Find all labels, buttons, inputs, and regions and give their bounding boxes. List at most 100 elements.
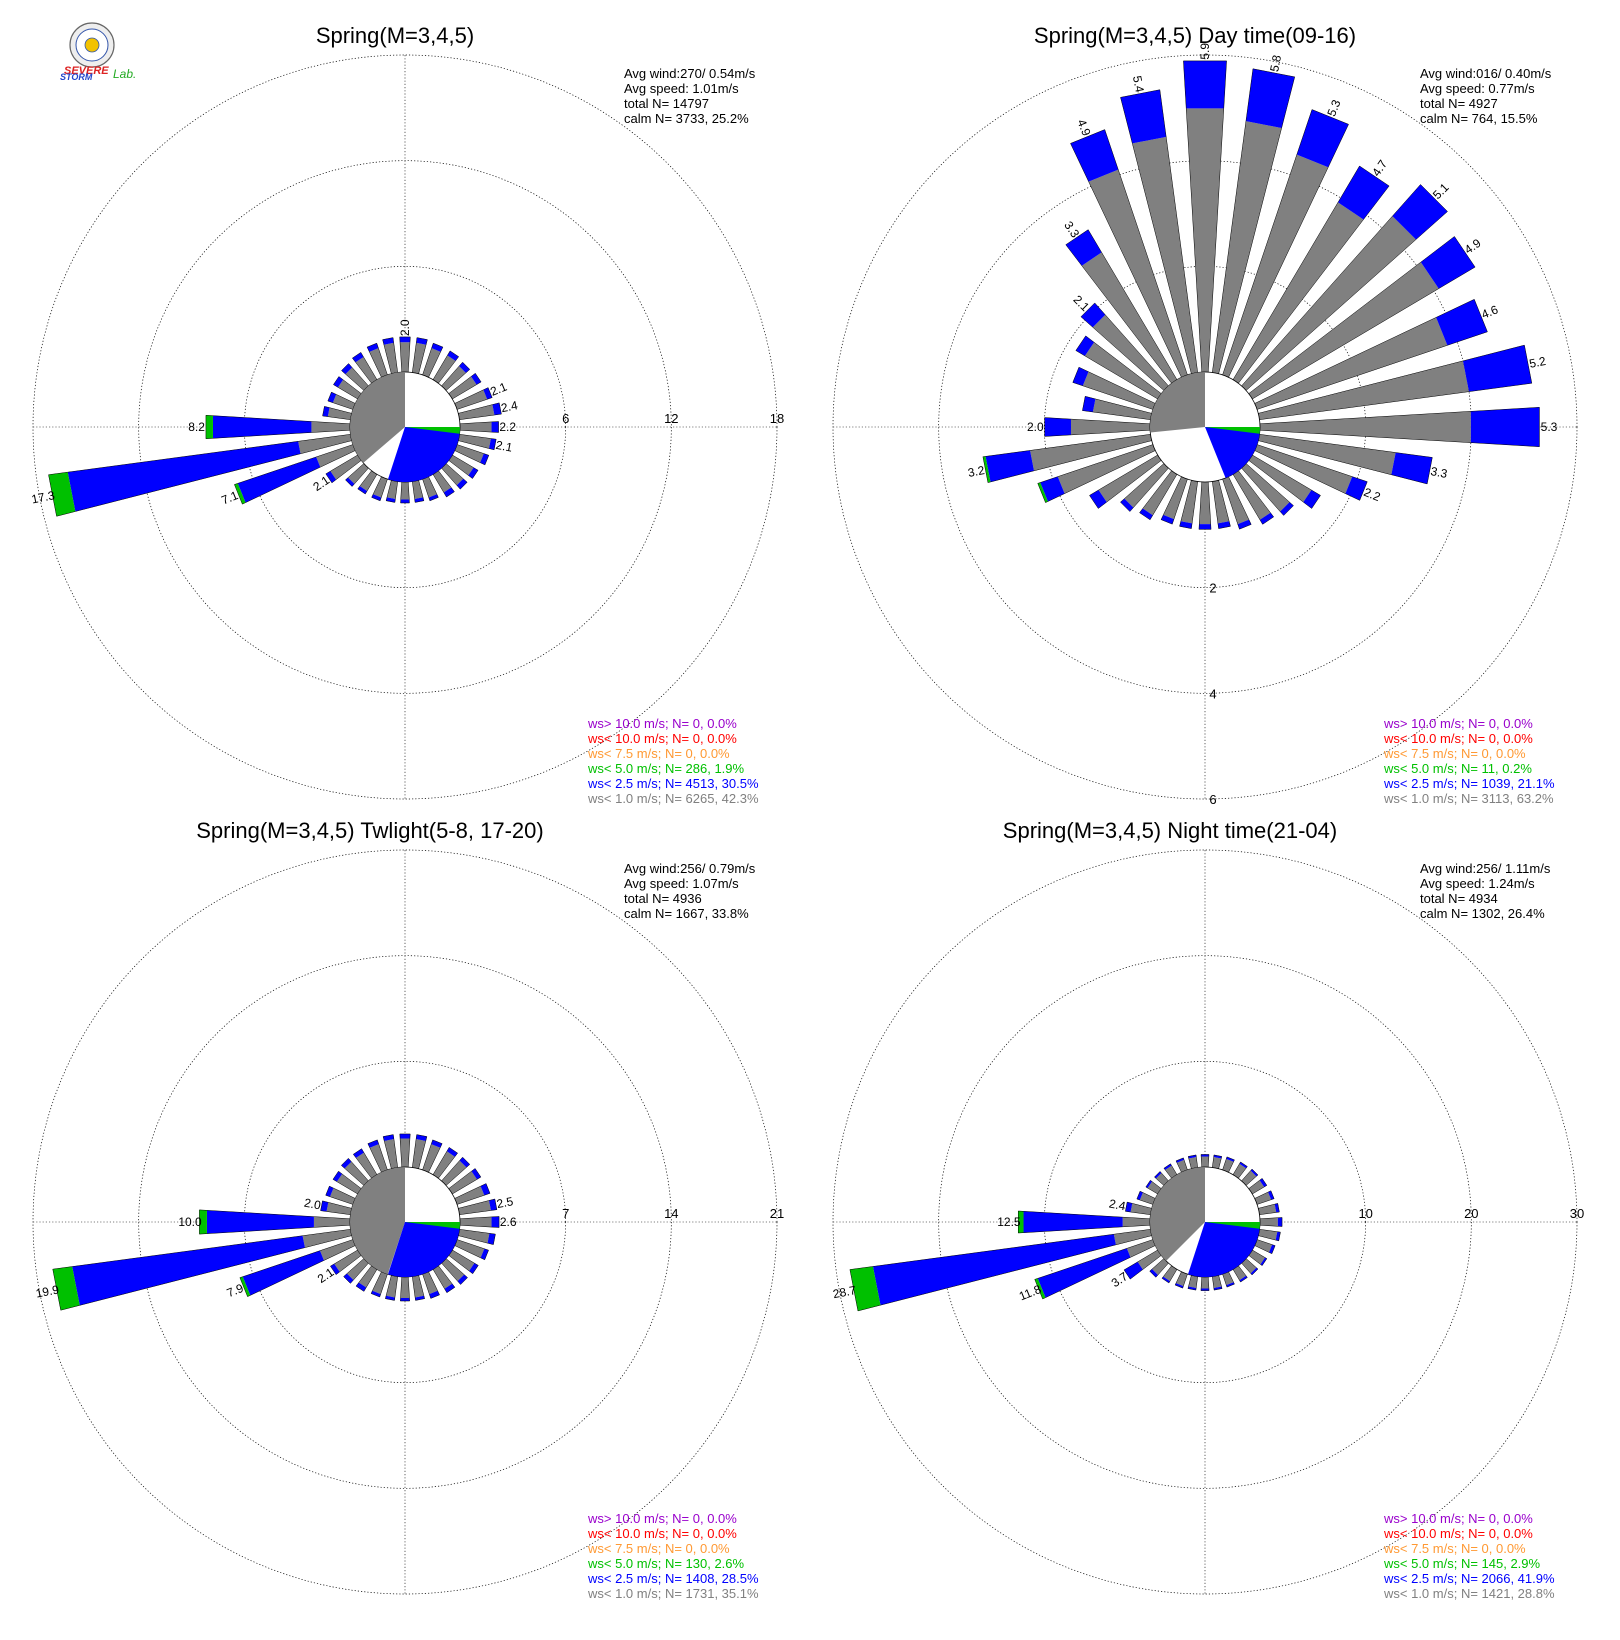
bar-segment-lt1	[1201, 1156, 1209, 1168]
bar-segment-lt1	[336, 1173, 362, 1194]
bar-segment-lt25	[400, 499, 410, 503]
bar-segment-lt5	[199, 1209, 207, 1235]
bar-segment-lt25	[1303, 490, 1321, 509]
legend-entry: ws< 5.0 m/s; N= 11, 0.2%	[1383, 761, 1532, 776]
bar-segment-lt1	[356, 1152, 377, 1179]
bar-segment-lt1	[369, 348, 388, 378]
bar-segment-lt25	[480, 1248, 489, 1260]
bar-segment-lt25	[1250, 1169, 1258, 1177]
stat-line: Avg wind:256/ 1.11m/s	[1420, 861, 1551, 876]
bar-segment-lt1	[1254, 1239, 1273, 1253]
bar-segment-lt1	[1199, 481, 1211, 525]
bar-segment-lt25	[1226, 1156, 1235, 1162]
bar-segment-lt25	[1269, 1244, 1276, 1254]
legend-entry: ws< 7.5 m/s; N= 0, 0.0%	[1383, 1541, 1526, 1556]
bar-segment-lt1	[383, 342, 398, 374]
bar-segment-lt1	[448, 1171, 478, 1194]
bar-segment-lt25	[1139, 508, 1153, 520]
bar-segment-lt25	[444, 1283, 455, 1293]
bar-segment-lt1	[369, 1144, 388, 1173]
bar-segment-lt25	[1082, 396, 1096, 412]
bar-label: 5.4	[1130, 75, 1147, 94]
legend-entry: ws< 2.5 m/s; N= 1039, 21.1%	[1383, 776, 1555, 791]
bar-segment-lt5	[239, 1276, 251, 1297]
bar-segment-lt25	[327, 392, 337, 403]
bar-segment-lt1	[298, 434, 352, 454]
bar-segment-lt1	[337, 379, 362, 399]
bar-segment-lt25	[446, 1147, 458, 1157]
stat-line: Avg wind:256/ 0.79m/s	[624, 861, 756, 876]
bar-segment-lt1	[448, 1250, 475, 1271]
bar-segment-lt1	[1212, 1157, 1222, 1169]
bar-segment-lt5	[1034, 1278, 1046, 1299]
bar-label: 10.0	[178, 1215, 202, 1229]
bar-segment-lt1	[459, 421, 492, 433]
bar-segment-lt25	[343, 1273, 354, 1284]
bar-label: 5.3	[1541, 420, 1558, 434]
bar-segment-lt1	[412, 1139, 426, 1169]
legend-entry: ws< 5.0 m/s; N= 286, 1.9%	[587, 761, 745, 776]
bar-segment-lt25	[985, 450, 1035, 482]
bar-segment-lt25	[431, 343, 443, 352]
bar-segment-lt25	[1462, 345, 1532, 392]
windrose-panel-3: 7 14 212.52.62.17.919.910.02.0Spring(M=3,4…	[32, 818, 784, 1601]
bar-segment-lt25	[456, 478, 468, 490]
bar-segment-lt25	[371, 494, 382, 501]
bar-segment-lt1	[1241, 1170, 1257, 1186]
stat-line: calm N= 1667, 33.8%	[624, 906, 749, 921]
bar-segment-lt1	[458, 404, 495, 420]
windrose-panel-4: 10 20 303.711.828.712.52.4Spring(M=3,4,5) …	[832, 818, 1585, 1601]
bar-segment-lt1	[454, 1239, 485, 1258]
bar-segment-lt1	[1248, 262, 1439, 399]
bar-segment-lt1	[1222, 154, 1329, 378]
bar-segment-lt1	[441, 1258, 465, 1282]
stat-line: total N= 4927	[1420, 96, 1498, 111]
bar-segment-lt25	[1259, 1178, 1267, 1187]
bar-segment-lt25	[1175, 1283, 1184, 1289]
bar-segment-lt1	[1258, 434, 1396, 475]
bar-label: 28.7	[832, 1283, 858, 1301]
bar-segment-lt1	[1259, 1217, 1278, 1227]
bar-label: 2.5	[495, 1194, 514, 1211]
bar-label: 2.4	[1108, 1196, 1127, 1213]
bar-segment-lt1	[1098, 455, 1162, 503]
bar-segment-lt25	[322, 406, 330, 417]
bar-segment-lt25	[353, 1148, 364, 1158]
bar-segment-lt1	[433, 1265, 453, 1289]
bar-segment-lt25	[872, 1234, 1116, 1306]
logo-seal-star	[84, 37, 100, 53]
grid-ring	[243, 265, 567, 589]
bar-segment-lt1	[1186, 108, 1224, 373]
bar-segment-lt25	[480, 1183, 491, 1196]
bar-segment-lt25	[1200, 1288, 1210, 1291]
panel-title: Spring(M=3,4,5) Twlight(5-8, 17-20)	[196, 818, 543, 843]
tick-label: 10	[1358, 1206, 1372, 1221]
bar-segment-lt25	[1391, 452, 1433, 484]
bar-segment-lt25	[356, 1282, 367, 1292]
legend-entry: ws> 10.0 m/s; N= 0, 0.0%	[1383, 1511, 1533, 1526]
bar-label: 5.9	[1198, 43, 1212, 60]
bar-segment-lt25	[206, 1210, 314, 1234]
legend-entry: ws< 10.0 m/s; N= 0, 0.0%	[587, 1526, 737, 1541]
bar-segment-lt1	[330, 455, 362, 480]
bar-segment-lt1	[412, 1275, 424, 1298]
bar-segment-lt1	[422, 476, 437, 498]
bar-segment-lt25	[1260, 1257, 1267, 1266]
bar-segment-lt25	[443, 487, 455, 498]
bar-segment-lt1	[329, 1188, 356, 1205]
mean-wind-sector	[388, 427, 460, 483]
bar-segment-lt1	[1147, 1181, 1162, 1194]
bar-segment-lt5	[48, 472, 76, 517]
bar-segment-lt25	[483, 387, 493, 400]
bar-segment-lt1	[1259, 411, 1471, 443]
legend-entry: ws> 10.0 m/s; N= 0, 0.0%	[587, 1511, 737, 1526]
bar-segment-lt25	[1274, 1203, 1280, 1213]
bar-label: 2.0	[398, 319, 412, 336]
bar-segment-lt1	[433, 1151, 455, 1179]
legend-entry: ws< 7.5 m/s; N= 0, 0.0%	[587, 1541, 730, 1556]
bar-segment-lt1	[1258, 1204, 1277, 1215]
bar-segment-lt1	[1137, 1250, 1162, 1270]
bar-segment-lt25	[1187, 1286, 1197, 1291]
bar-segment-lt1	[441, 366, 466, 391]
legend-entry: ws< 2.5 m/s; N= 4513, 30.5%	[587, 776, 759, 791]
